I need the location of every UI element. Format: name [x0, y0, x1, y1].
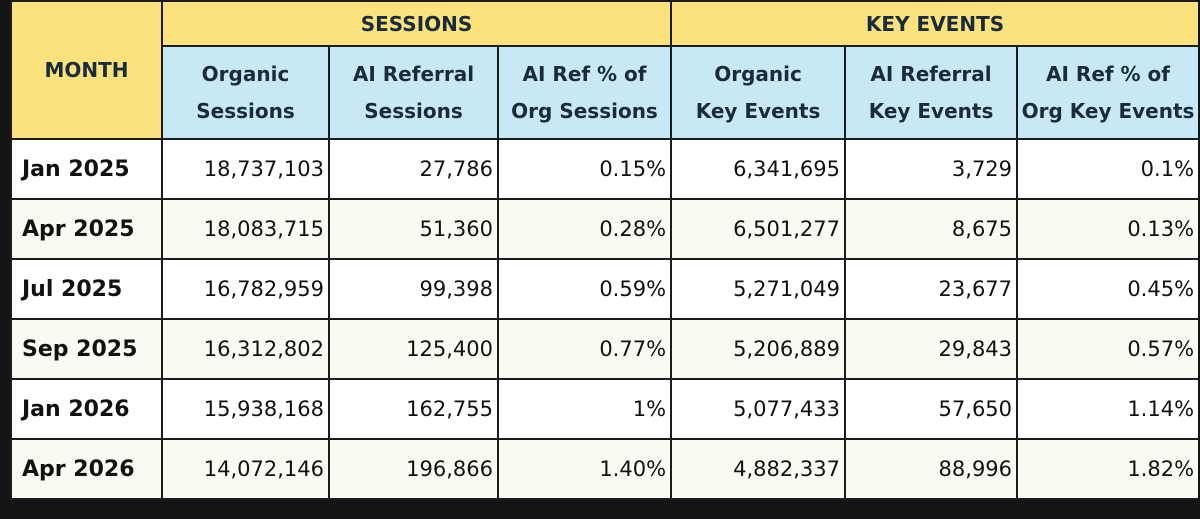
table-row: Apr 2026 14,072,146 196,866 1.40% 4,882,337 8…: [10, 438, 1200, 500]
value-cell: 0.57%: [1016, 318, 1200, 380]
value-cell: 1.82%: [1016, 438, 1200, 500]
value-cell: 99,398: [328, 258, 499, 320]
value-cell: 162,755: [328, 378, 499, 440]
column-header-organic-key-events: Organic Key Events: [670, 45, 847, 140]
month-cell: Apr 2025: [10, 198, 163, 260]
value-cell: 5,206,889: [670, 318, 847, 380]
value-cell: 5,077,433: [670, 378, 847, 440]
value-cell: 0.28%: [496, 198, 673, 260]
value-cell: 27,786: [328, 138, 499, 200]
table-row: Jan 2025 18,737,103 27,786 0.15% 6,341,695 3,…: [10, 138, 1200, 200]
column-header-ai-ref-pct-key-events: AI Ref % of Org Key Events: [1016, 45, 1200, 140]
value-cell: 196,866: [328, 438, 499, 500]
data-table: MONTH SESSIONS KEY EVENTS Organic Session…: [10, 0, 1200, 500]
value-cell: 0.15%: [496, 138, 673, 200]
value-cell: 0.59%: [496, 258, 673, 320]
column-header-ai-referral-sessions: AI Referral Sessions: [328, 45, 499, 140]
value-cell: 0.1%: [1016, 138, 1200, 200]
column-header-ai-ref-pct-sessions: AI Ref % of Org Sessions: [496, 45, 673, 140]
column-header-ai-referral-key-events: AI Referral Key Events: [844, 45, 1019, 140]
month-header: MONTH: [10, 0, 163, 140]
value-cell: 1%: [496, 378, 673, 440]
month-cell: Sep 2025: [10, 318, 163, 380]
sessions-group-header: SESSIONS: [160, 0, 673, 47]
value-cell: 57,650: [844, 378, 1019, 440]
value-cell: 16,782,959: [161, 258, 330, 320]
table-row: Jan 2026 15,938,168 162,755 1% 5,077,433 57,6…: [10, 378, 1200, 440]
month-cell: Jul 2025: [10, 258, 163, 320]
value-cell: 14,072,146: [161, 438, 330, 500]
table-row: Sep 2025 16,312,802 125,400 0.77% 5,206,889 2…: [10, 318, 1200, 380]
value-cell: 15,938,168: [161, 378, 330, 440]
value-cell: 5,271,049: [670, 258, 847, 320]
value-cell: 4,882,337: [670, 438, 847, 500]
value-cell: 16,312,802: [161, 318, 330, 380]
value-cell: 1.40%: [496, 438, 673, 500]
value-cell: 29,843: [844, 318, 1019, 380]
table-row: Jul 2025 16,782,959 99,398 0.59% 5,271,049 23…: [10, 258, 1200, 320]
value-cell: 3,729: [844, 138, 1019, 200]
frame-edge: [1198, 0, 1200, 519]
value-cell: 1.14%: [1016, 378, 1200, 440]
value-cell: 88,996: [844, 438, 1019, 500]
key-events-group-header: KEY EVENTS: [670, 0, 1200, 47]
value-cell: 125,400: [328, 318, 499, 380]
value-cell: 6,341,695: [670, 138, 847, 200]
value-cell: 0.13%: [1016, 198, 1200, 260]
value-cell: 18,737,103: [161, 138, 330, 200]
month-cell: Apr 2026: [10, 438, 163, 500]
value-cell: 51,360: [328, 198, 499, 260]
value-cell: 0.77%: [496, 318, 673, 380]
value-cell: 8,675: [844, 198, 1019, 260]
value-cell: 0.45%: [1016, 258, 1200, 320]
value-cell: 23,677: [844, 258, 1019, 320]
column-header-organic-sessions: Organic Sessions: [161, 45, 330, 140]
value-cell: 6,501,277: [670, 198, 847, 260]
table-row: Apr 2025 18,083,715 51,360 0.28% 6,501,277 8,…: [10, 198, 1200, 260]
table-body: Jan 2025 18,737,103 27,786 0.15% 6,341,695 3,…: [10, 138, 1200, 500]
value-cell: 18,083,715: [161, 198, 330, 260]
month-cell: Jan 2026: [10, 378, 163, 440]
month-cell: Jan 2025: [10, 138, 163, 200]
